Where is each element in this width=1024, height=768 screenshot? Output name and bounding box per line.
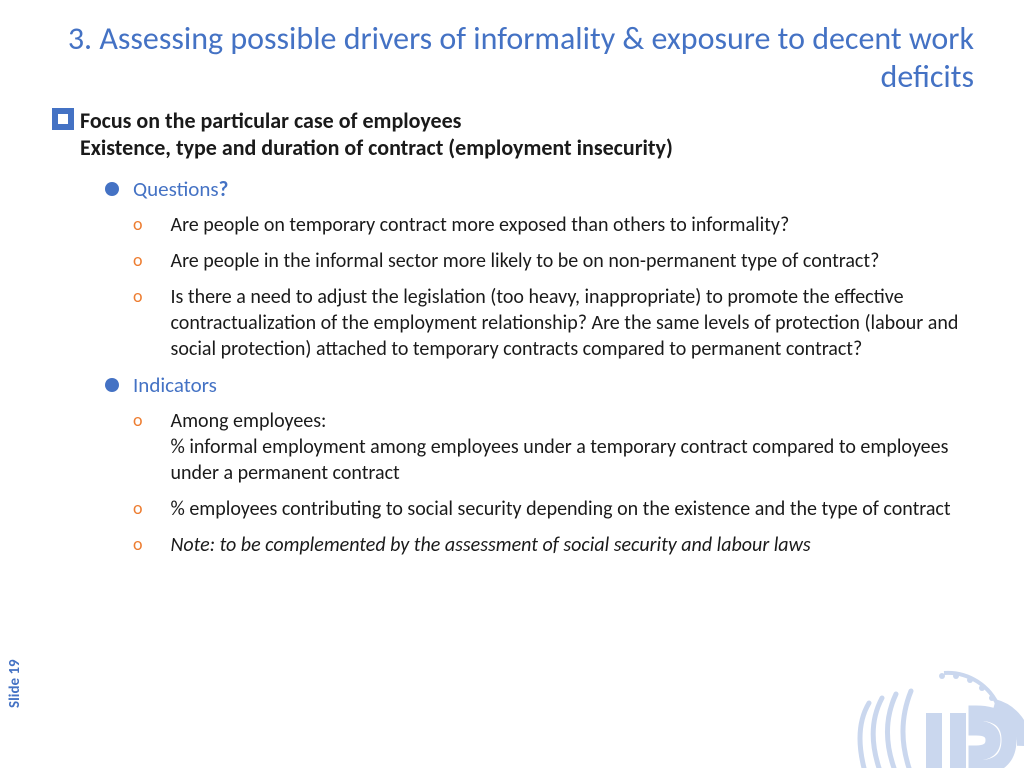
slide-container: 3. Assessing possible drivers of informa… bbox=[0, 0, 1024, 768]
list-item: o Is there a need to adjust the legislat… bbox=[133, 284, 974, 362]
questions-list: o Are people on temporary contract more … bbox=[133, 212, 974, 362]
main-heading-line2: Existence, type and duration of contract… bbox=[80, 134, 673, 161]
questions-label-suffix: ? bbox=[219, 176, 229, 202]
bullet-dot-icon bbox=[105, 378, 119, 392]
indicators-list: o Among employees:% informal employment … bbox=[133, 408, 974, 558]
circle-bullet-icon: o bbox=[133, 212, 143, 238]
question-text: Is there a need to adjust the legislatio… bbox=[171, 284, 975, 362]
list-item: o Note: to be complemented by the assess… bbox=[133, 532, 974, 558]
indicator-note-text: Note: to be complemented by the assessme… bbox=[171, 532, 811, 558]
circle-bullet-icon: o bbox=[133, 248, 143, 274]
questions-label-text: Questions bbox=[133, 176, 219, 202]
ilo-logo-icon bbox=[844, 658, 1024, 768]
circle-bullet-icon: o bbox=[133, 532, 143, 558]
circle-bullet-icon: o bbox=[133, 408, 143, 486]
indicator-text: Among employees:% informal employment am… bbox=[171, 408, 975, 486]
content-area: Questions? o Are people on temporary con… bbox=[105, 176, 974, 558]
indicator-text: % employees contributing to social secur… bbox=[171, 496, 951, 522]
circle-bullet-icon: o bbox=[133, 496, 143, 522]
list-item: o Are people on temporary contract more … bbox=[133, 212, 974, 238]
main-heading: Focus on the particular case of employee… bbox=[80, 107, 974, 162]
indicators-section-label: Indicators bbox=[105, 372, 974, 398]
question-text: Are people in the informal sector more l… bbox=[171, 248, 880, 274]
slide-number: Slide 19 bbox=[6, 659, 24, 708]
indicators-label: Indicators bbox=[133, 372, 217, 398]
circle-bullet-icon: o bbox=[133, 284, 143, 362]
list-item: o Are people in the informal sector more… bbox=[133, 248, 974, 274]
square-bullet-icon bbox=[52, 108, 74, 130]
questions-label: Questions? bbox=[133, 176, 228, 202]
list-item: o Among employees:% informal employment … bbox=[133, 408, 974, 486]
bullet-dot-icon bbox=[105, 182, 119, 196]
questions-section-label: Questions? bbox=[105, 176, 974, 202]
slide-title: 3. Assessing possible drivers of informa… bbox=[50, 20, 974, 97]
question-text: Are people on temporary contract more ex… bbox=[171, 212, 790, 238]
list-item: o % employees contributing to social sec… bbox=[133, 496, 974, 522]
main-heading-line1: Focus on the particular case of employee… bbox=[80, 107, 461, 134]
